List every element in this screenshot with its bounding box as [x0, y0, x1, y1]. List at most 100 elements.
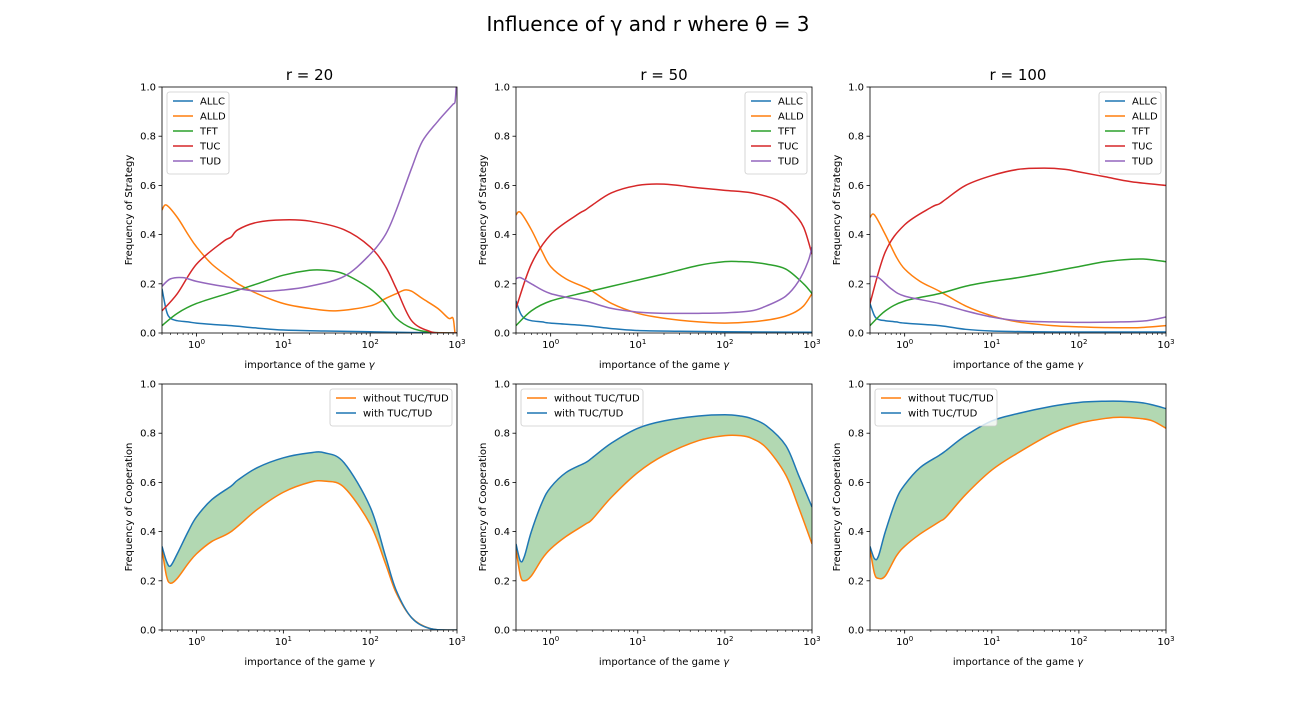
panel-3-ytick-label: 0.0 [848, 329, 864, 340]
panel-3-ytick-label: 0.6 [848, 181, 864, 192]
panel-6-xtick-label: 103 [1157, 635, 1174, 648]
panel-1-xtick-label: 102 [362, 338, 379, 351]
panel-1-ytick-label: 0.2 [140, 279, 156, 290]
panel-6-series-without-tuc-tud [870, 416, 1166, 580]
panel-1-ytick-label: 1.0 [140, 83, 156, 94]
panel-4-xtick-label: 101 [275, 635, 292, 648]
panel-1-legend-label: ALLD [200, 112, 226, 123]
panel-3-series-tud [870, 275, 1166, 324]
panel-2-xtick-label: 103 [803, 338, 820, 351]
panel-2-legend-label: TUC [777, 142, 798, 153]
panel-2-ytick-label: 0.6 [494, 181, 510, 192]
panel-6-ytick-label: 0.4 [848, 527, 864, 538]
panel-6: 0.0 0.2 0.4 0.6 0.8 1.0 100 101 102 103 importance… [832, 380, 1175, 669]
panel-1-series-alld [162, 204, 457, 333]
panel-3-legend-label: ALLC [1132, 97, 1157, 108]
panel-4-ytick-label: 0.8 [140, 429, 156, 440]
panel-3-xtick-label: 102 [1070, 338, 1087, 351]
panel-5-series-without-tuc-tud [516, 434, 812, 582]
panel-6-ylabel: Frequency of Cooperation [832, 443, 843, 572]
panel-5-ytick-label: 0.6 [494, 478, 510, 489]
panel-6-legend: without TUC/TUD with TUC/TUD [874, 388, 998, 427]
panel-3-series-tuc [870, 167, 1166, 304]
panel-6-xtick-label: 102 [1070, 635, 1087, 648]
panel-2-ytick-label: 0.0 [494, 329, 510, 340]
panel-1-series-tud [162, 87, 457, 293]
panel-3-ytick-label: 0.8 [848, 132, 864, 143]
panel-1-legend-label: ALLC [200, 97, 225, 108]
panel-6-ytick-label: 1.0 [848, 380, 864, 391]
panel-5: 0.0 0.2 0.4 0.6 0.8 1.0 100 101 102 103 importance… [478, 380, 821, 669]
panel-1-ytick-label: 0.8 [140, 132, 156, 143]
panel-6-xlabel: importance of the game γ [953, 657, 1084, 668]
panel-4: 0.0 0.2 0.4 0.6 0.8 1.0 100 101 102 103 importance… [124, 380, 466, 669]
panel-2-legend: ALLC ALLD TFT TUC TUD [744, 91, 808, 175]
panel-3-legend-label: TUD [1131, 157, 1153, 168]
panel-5-ytick-label: 0.2 [494, 576, 510, 587]
panel-3-xtick-label: 100 [896, 338, 913, 351]
panel-4-xtick-label: 102 [362, 635, 379, 648]
panel-5-legend-box [520, 388, 644, 427]
panel-6-ytick-label: 0.6 [848, 478, 864, 489]
panel-5-xtick-label: 103 [803, 635, 820, 648]
panel-1-series-tft [162, 268, 457, 333]
panel-2-legend-label: TFT [777, 127, 797, 138]
panel-1-legend-label: TUD [199, 157, 221, 168]
panel-5-ytick-label: 0.0 [494, 626, 510, 637]
panel-5-xtick-label: 101 [629, 635, 646, 648]
panel-5-xtick-label: 100 [542, 635, 559, 648]
panel-2-xtick-label: 101 [629, 338, 646, 351]
panel-3-title: r = 100 [990, 66, 1047, 84]
panel-2-ylabel: Frequency of Strategy [478, 155, 489, 266]
panel-3-xtick-label: 103 [1157, 338, 1174, 351]
panel-2: 0.0 0.2 0.4 0.6 0.8 1.0 100 101 102 103 importance… [478, 66, 821, 371]
panel-4-fill-between [162, 451, 457, 630]
panel-1-title: r = 20 [286, 66, 333, 84]
panel-6-series-with-tuc-tud [870, 400, 1166, 561]
panel-2-ytick-label: 0.8 [494, 132, 510, 143]
panel-2-series-alld [516, 211, 812, 324]
panel-4-legend-box [329, 388, 453, 427]
panel-4-xtick-label: 103 [448, 635, 465, 648]
panel-4-ytick-label: 1.0 [140, 380, 156, 391]
panel-2-legend-label: ALLC [778, 97, 803, 108]
panel-4-xtick-label: 100 [188, 635, 205, 648]
panel-4-series-without-tuc-tud [162, 479, 457, 630]
panel-1-ytick-label: 0.4 [140, 230, 156, 241]
panel-6-legend-box [874, 388, 998, 427]
panel-3-series-allc [870, 303, 1166, 333]
figure-title: Influence of γ and r where θ = 3 [486, 12, 809, 36]
panel-4-series-with-tuc-tud [162, 451, 457, 630]
panel-5-legend-label: with TUC/TUD [554, 409, 624, 420]
panel-1-legend-label: TFT [199, 127, 219, 138]
panel-4-ytick-label: 0.4 [140, 527, 156, 538]
panel-2-series-tud [516, 246, 812, 315]
panel-5-xlabel: importance of the game γ [599, 657, 730, 668]
panel-3-ytick-label: 1.0 [848, 83, 864, 94]
panel-6-ytick-label: 0.0 [848, 626, 864, 637]
panel-5-ytick-label: 0.8 [494, 429, 510, 440]
panel-3-legend-label: TFT [1131, 127, 1151, 138]
panel-5-legend: without TUC/TUD with TUC/TUD [520, 388, 644, 427]
panel-1: 0.0 0.2 0.4 0.6 0.8 1.0 100 101 102 103 importance… [124, 66, 466, 371]
panel-6-ytick-label: 0.2 [848, 576, 864, 587]
panel-3: 0.0 0.2 0.4 0.6 0.8 1.0 100 101 102 103 importance… [832, 66, 1175, 371]
panel-3-xlabel: importance of the game γ [953, 360, 1084, 371]
panel-2-ytick-label: 0.2 [494, 279, 510, 290]
panel-2-xtick-label: 102 [716, 338, 733, 351]
panel-4-legend: without TUC/TUD with TUC/TUD [329, 388, 453, 427]
panel-1-ytick-label: 0.0 [140, 329, 156, 340]
panel-3-series-tft [870, 258, 1166, 327]
panel-3-legend-label: ALLD [1132, 112, 1158, 123]
panel-5-fill-between [516, 414, 812, 581]
panel-5-ytick-label: 1.0 [494, 380, 510, 391]
panel-3-legend-label: TUC [1131, 142, 1152, 153]
panel-1-xlabel: importance of the game γ [244, 360, 375, 371]
panel-2-xlabel: importance of the game γ [599, 360, 730, 371]
panel-6-xtick-label: 100 [896, 635, 913, 648]
panel-3-legend-box [1098, 91, 1162, 175]
panel-1-ylabel: Frequency of Strategy [124, 155, 135, 266]
panel-1-series-tuc [162, 218, 457, 333]
panel-6-fill-between [870, 401, 1166, 579]
